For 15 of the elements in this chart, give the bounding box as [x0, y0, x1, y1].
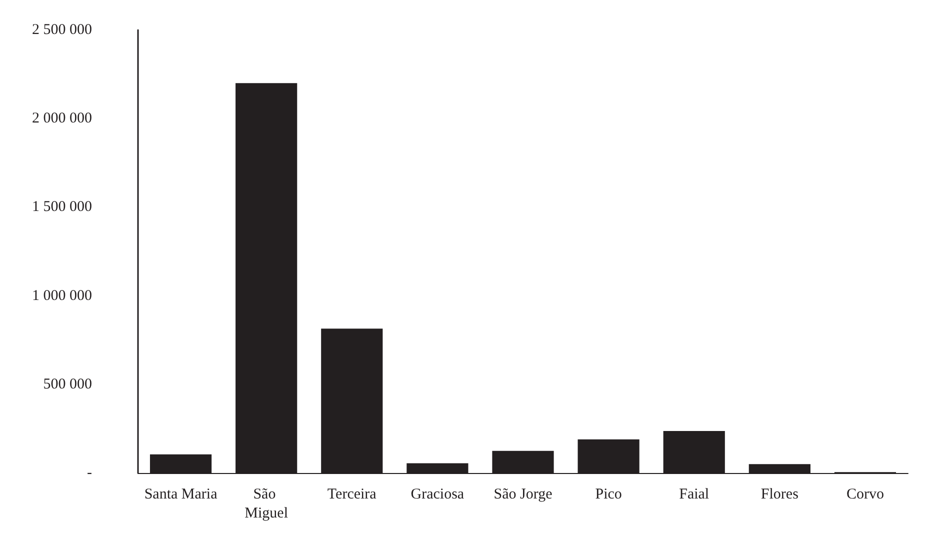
x-tick-label: Graciosa	[410, 486, 464, 502]
y-tick-label: 500 000	[43, 376, 92, 392]
x-tick-label: Pico	[595, 486, 622, 502]
y-tick-label: -	[87, 465, 92, 481]
x-tick-label: São Jorge	[494, 486, 553, 502]
x-tick-label: Santa Maria	[144, 486, 218, 502]
x-tick-label: Flores	[760, 486, 799, 502]
y-tick-label: 1 500 000	[32, 199, 92, 216]
y-tick-label: 1 000 000	[32, 288, 92, 304]
x-tick-label: São Miguel	[244, 486, 288, 522]
x-tick-label: Terceira	[327, 486, 377, 502]
y-tick-label: 2 500 000	[32, 22, 92, 38]
x-tick-label: Corvo	[846, 486, 884, 502]
x-tick-label: Faial	[679, 486, 710, 502]
y-tick-label: 2 000 000	[32, 110, 92, 127]
